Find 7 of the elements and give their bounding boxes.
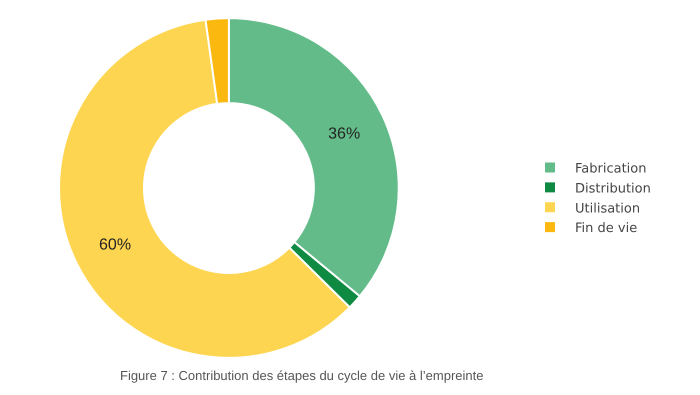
legend-label: Distribution <box>575 181 651 196</box>
legend-label: Utilisation <box>575 201 640 216</box>
legend-label: Fin de vie <box>575 221 638 236</box>
legend-label: Fabrication <box>575 162 646 177</box>
data-label: 60% <box>99 236 132 254</box>
caption: Figure 7 : Contribution des étapes du cycle de vie à l’empreinte <box>120 368 484 383</box>
data-label: 36% <box>328 125 360 142</box>
